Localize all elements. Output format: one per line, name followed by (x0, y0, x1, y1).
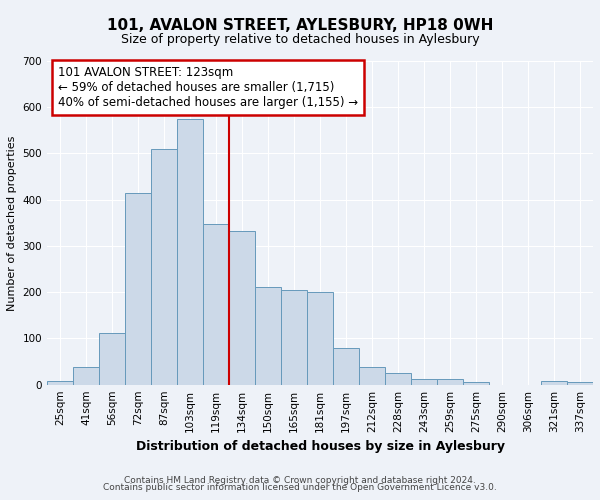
Text: Contains HM Land Registry data © Crown copyright and database right 2024.: Contains HM Land Registry data © Crown c… (124, 476, 476, 485)
Bar (359, 367, 385, 384)
Text: Size of property relative to detached houses in Aylesbury: Size of property relative to detached ho… (121, 32, 479, 46)
Bar (567, 382, 593, 384)
Bar (463, 382, 489, 384)
Text: Contains public sector information licensed under the Open Government Licence v3: Contains public sector information licen… (103, 484, 497, 492)
Bar (541, 381, 567, 384)
Bar (99, 333, 125, 384)
Bar (177, 119, 203, 384)
Bar (47, 381, 73, 384)
Bar (281, 290, 307, 384)
Bar (255, 286, 281, 384)
Bar (411, 379, 437, 384)
X-axis label: Distribution of detached houses by size in Aylesbury: Distribution of detached houses by size … (136, 440, 505, 453)
Bar (229, 230, 255, 384)
Bar (125, 193, 151, 384)
Y-axis label: Number of detached properties: Number of detached properties (7, 135, 17, 310)
Bar (307, 292, 333, 384)
Bar (203, 224, 229, 384)
Bar (151, 149, 177, 384)
Bar (437, 378, 463, 384)
Text: 101, AVALON STREET, AYLESBURY, HP18 0WH: 101, AVALON STREET, AYLESBURY, HP18 0WH (107, 18, 493, 32)
Bar (333, 348, 359, 385)
Bar (385, 373, 411, 384)
Bar (73, 367, 99, 384)
Text: 101 AVALON STREET: 123sqm
← 59% of detached houses are smaller (1,715)
40% of se: 101 AVALON STREET: 123sqm ← 59% of detac… (58, 66, 358, 109)
